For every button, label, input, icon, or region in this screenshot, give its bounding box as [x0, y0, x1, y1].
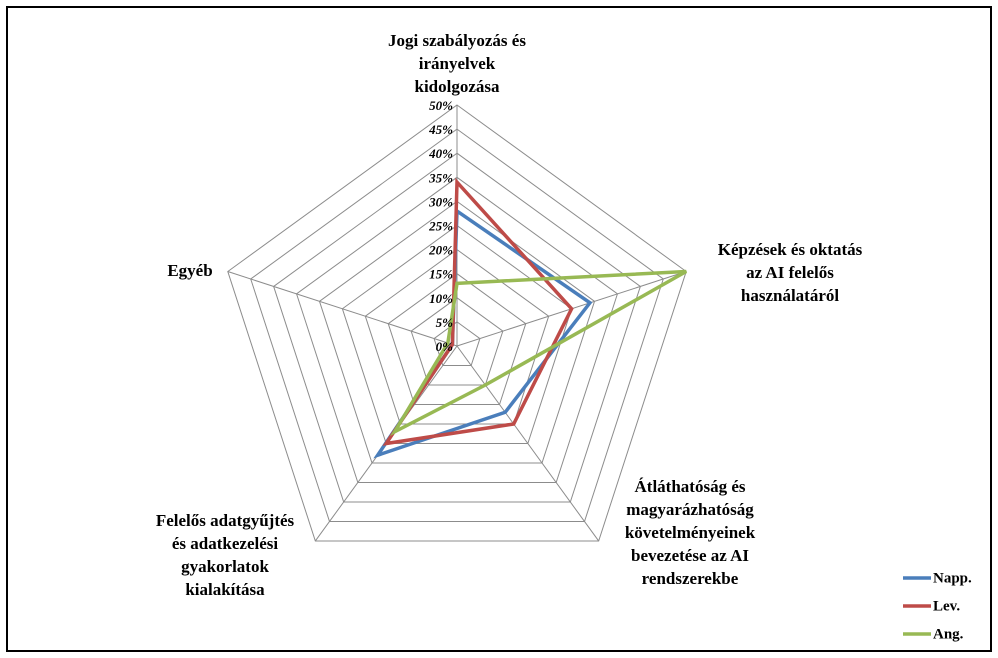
axis-line [227, 271, 458, 347]
category-label: Jogi szabályozás és irányelvek kidolgozása [388, 31, 526, 96]
category-label: Átláthatóság és magyarázhatóság követelmén… [625, 477, 756, 588]
tick-label: 10% [429, 291, 453, 306]
tick-label: 5% [436, 315, 454, 330]
grid-ring [318, 200, 596, 464]
legend-label: Napp. [933, 570, 972, 586]
tick-label: 25% [428, 218, 453, 233]
grid-ring [295, 176, 619, 483]
tick-label: 15% [429, 267, 453, 282]
grid-ring [387, 273, 527, 405]
legend-label: Lev. [933, 598, 960, 614]
grid-ring [433, 321, 481, 366]
tick-label: 35% [428, 170, 453, 185]
series-line [390, 269, 688, 437]
grid-ring [410, 297, 504, 386]
tick-label: 20% [428, 243, 453, 258]
grid-ring [227, 104, 687, 542]
category-label: Képzések és oktatás az AI felelős használa… [718, 240, 863, 305]
plot [373, 177, 688, 459]
tick-label: 30% [428, 194, 453, 209]
frame [6, 6, 992, 652]
tick-label: 50% [429, 98, 453, 113]
category-label: Egyéb [167, 261, 212, 280]
axis-line [456, 345, 600, 542]
grid-ring [273, 152, 641, 503]
tick-label: 45% [428, 122, 453, 137]
labels: 0% 5% 10% 15% 20% 25% 30% 35% 40% 45% 50% Jogi szab… [156, 31, 972, 643]
category-label: Felelős adatgyűjtés és adatkezelési gyakor… [156, 511, 295, 599]
tick-label: 0% [436, 339, 454, 354]
legend-label: Ang. [933, 626, 964, 642]
grid-ring [250, 128, 664, 522]
grid-ring [341, 224, 573, 444]
tick-label: 40% [428, 146, 453, 161]
grid-ring [364, 248, 550, 425]
